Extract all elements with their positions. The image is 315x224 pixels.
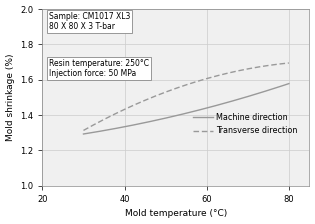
Transverse direction xyxy=(90,125,94,127)
Machine direction xyxy=(269,88,273,91)
Machine direction xyxy=(90,131,94,134)
Text: Resin temperature: 250°C
Injection force: 50 MPa: Resin temperature: 250°C Injection force… xyxy=(49,58,149,78)
Machine direction xyxy=(277,86,280,88)
Machine direction xyxy=(82,133,85,135)
Transverse direction xyxy=(136,102,140,105)
Transverse direction xyxy=(277,63,280,65)
Y-axis label: Mold shrinkage (%): Mold shrinkage (%) xyxy=(6,54,14,141)
Legend: Machine direction, Transverse direction: Machine direction, Transverse direction xyxy=(191,110,300,138)
Machine direction xyxy=(136,123,140,125)
Machine direction xyxy=(287,82,291,85)
Transverse direction xyxy=(269,64,273,66)
Machine direction xyxy=(120,126,123,129)
Line: Transverse direction: Transverse direction xyxy=(83,63,289,130)
Transverse direction xyxy=(82,129,85,132)
Transverse direction xyxy=(94,122,98,125)
Line: Machine direction: Machine direction xyxy=(83,84,289,134)
X-axis label: Mold temperature (°C): Mold temperature (°C) xyxy=(125,209,227,218)
Transverse direction xyxy=(287,62,291,64)
Machine direction xyxy=(94,131,98,133)
Transverse direction xyxy=(120,109,123,112)
Text: Sample: CM1017 XL3
80 X 80 X 3 T-bar: Sample: CM1017 XL3 80 X 80 X 3 T-bar xyxy=(49,12,130,31)
